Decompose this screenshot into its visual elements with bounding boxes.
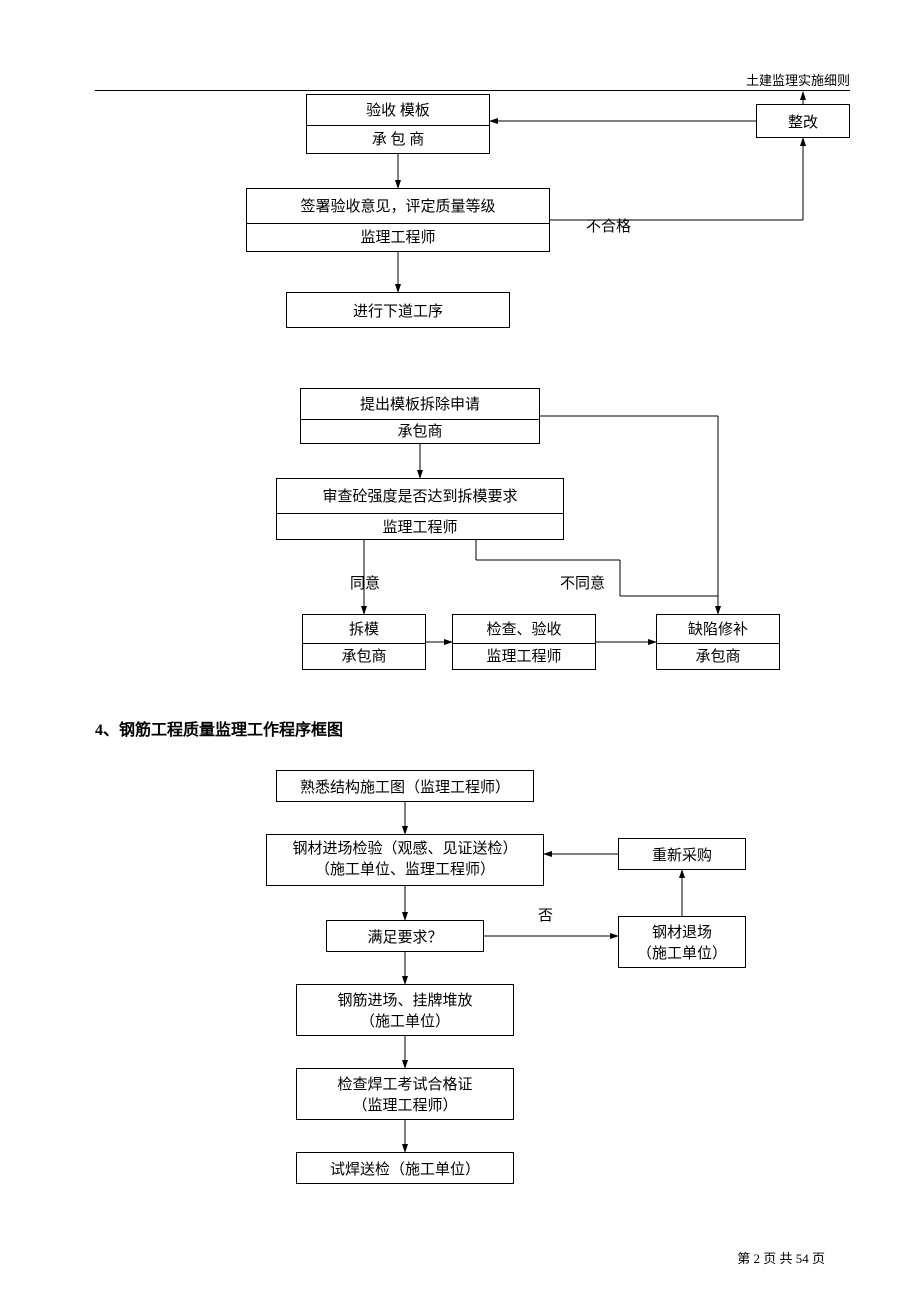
header-rule [95,90,850,91]
f1-rectify-box: 整改 [756,104,850,138]
f2-agree-label: 同意 [350,572,380,593]
footer-suffix: 页 [812,1251,825,1266]
f3-rb-bot: （施工单位） [637,942,727,963]
f3-study-box: 熟悉结构施工图（监理工程师） [276,770,534,802]
page-footer: 第 2 页 共 54 页 [737,1248,825,1267]
f3-enter-box: 钢筋进场、挂牌堆放 （施工单位） [296,984,514,1036]
section4-title: 4、钢筋工程质量监理工作程序框图 [95,716,343,740]
f2-b3-bot: 承包商 [695,645,740,666]
doc-title: 土建监理实施细则 [746,70,850,89]
f3-n2-top: 钢材进场检验（观感、见证送检） [292,839,517,860]
f1-box3-text: 进行下道工序 [353,300,443,321]
f3-rebuy-box: 重新采购 [618,838,746,870]
f2-review-box: 审查砼强度是否达到拆模要求 监理工程师 [276,478,564,540]
f3-n6-text: 试焊送检（施工单位） [330,1158,480,1179]
f3-testweld-box: 试焊送检（施工单位） [296,1152,514,1184]
f2-b1-bot: 承包商 [341,645,386,666]
footer-prefix: 第 [737,1251,750,1266]
f2-b2-bot: 监理工程师 [486,645,561,666]
f2-check-box: 检查、验收 监理工程师 [452,614,596,670]
f2-disagree-label: 不同意 [560,572,605,593]
f3-rt-text: 重新采购 [652,844,712,865]
f3-n5-bot: （监理工程师） [352,1094,457,1115]
f1-rect-text: 整改 [788,111,818,132]
f1-box1-bot: 承 包 商 [372,128,425,149]
f1-fail-label: 不合格 [586,215,631,236]
f3-n3-text: 满足要求？ [367,926,442,947]
f2-defect-box: 缺陷修补 承包商 [656,614,780,670]
f3-return-box: 钢材退场 （施工单位） [618,916,746,968]
f2-b1-top: 拆模 [349,618,379,639]
f1-box2-top: 签署验收意见，评定质量等级 [300,195,495,216]
f2-box2-top: 审查砼强度是否达到拆模要求 [322,485,517,506]
f2-b2-top: 检查、验收 [486,618,561,639]
f2-box1-top: 提出模板拆除申请 [360,393,480,414]
f3-welder-box: 检查焊工考试合格证 （监理工程师） [296,1068,514,1120]
f1-sign-box: 签署验收意见，评定质量等级 监理工程师 [246,188,550,252]
f3-n1-text: 熟悉结构施工图（监理工程师） [300,776,510,797]
f3-n4-top: 钢筋进场、挂牌堆放 [337,989,472,1010]
f2-b3-top: 缺陷修补 [688,618,748,639]
footer-total: 54 [796,1251,809,1266]
f1-next-box: 进行下道工序 [286,292,510,328]
f2-remove-box: 拆模 承包商 [302,614,426,670]
f3-n4-bot: （施工单位） [360,1010,450,1031]
f1-box2-bot: 监理工程师 [360,226,435,247]
footer-mid: 页 共 [763,1251,792,1266]
f3-n5-top: 检查焊工考试合格证 [337,1073,472,1094]
f3-satisfy-box: 满足要求？ [326,920,484,952]
f3-no-label: 否 [538,904,553,925]
f3-inspect-box: 钢材进场检验（观感、见证送检） （施工单位、监理工程师） [266,834,544,886]
f3-n2-bot: （施工单位、监理工程师） [315,860,495,881]
f2-box1-bot: 承包商 [397,420,442,441]
f2-box2-bot: 监理工程师 [382,516,457,537]
footer-num: 2 [753,1251,760,1266]
f1-box1-top: 验收 模板 [366,99,430,120]
f1-accept-box: 验收 模板 承 包 商 [306,94,490,154]
f2-apply-box: 提出模板拆除申请 承包商 [300,388,540,444]
f3-rb-top: 钢材退场 [652,921,712,942]
